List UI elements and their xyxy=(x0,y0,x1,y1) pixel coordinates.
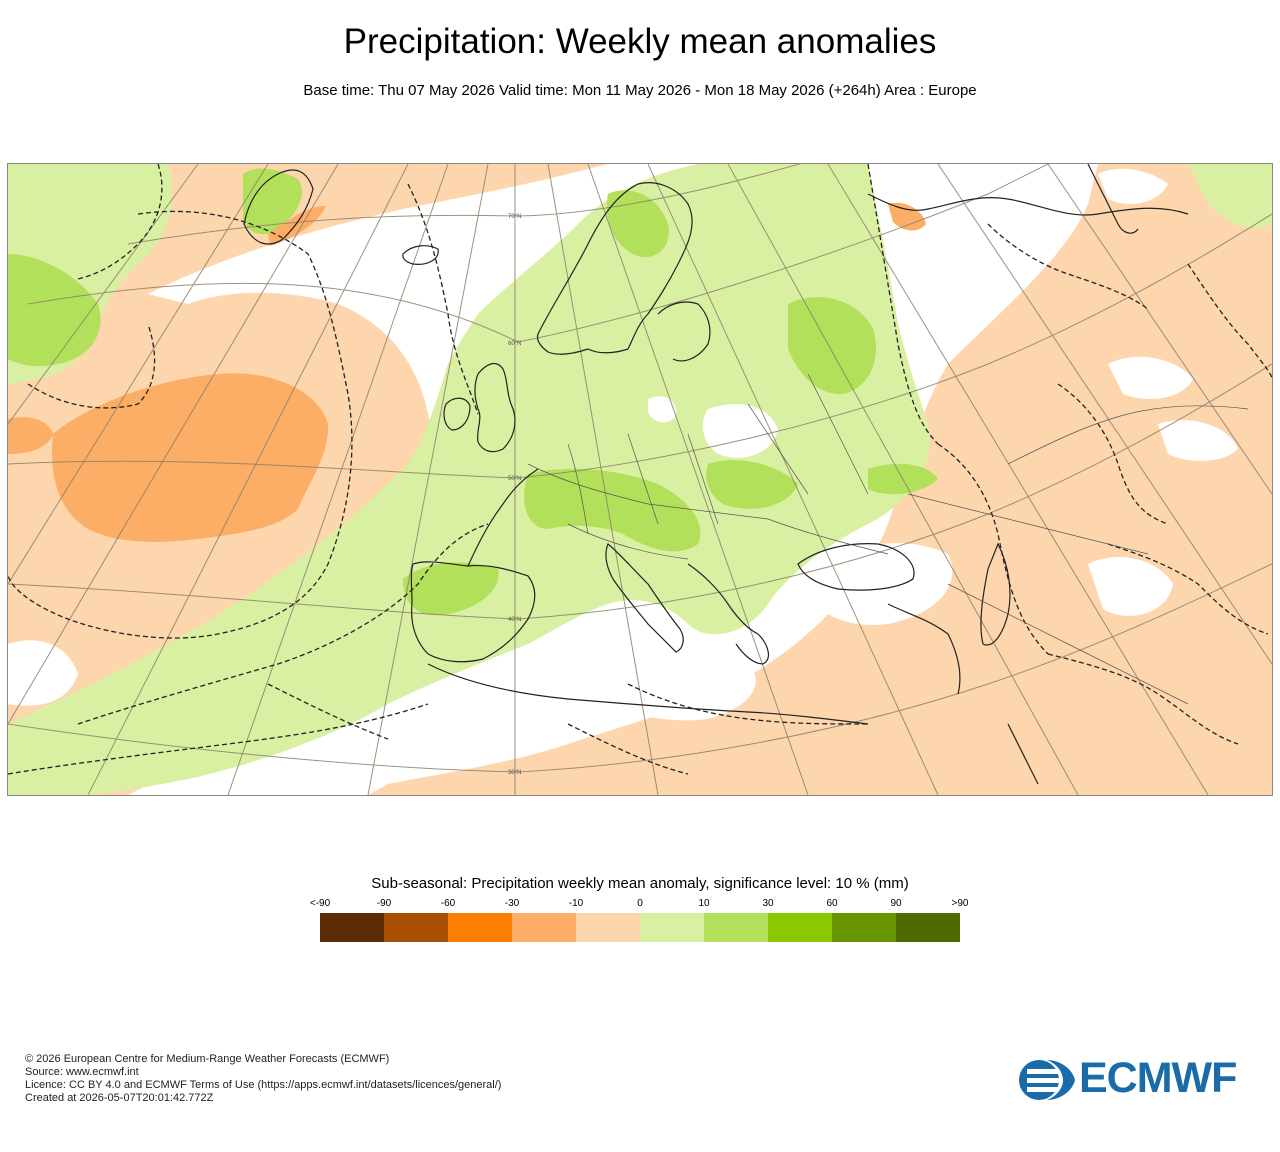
legend-swatch xyxy=(704,913,768,942)
footer-licence: Licence: CC BY 4.0 and ECMWF Terms of Us… xyxy=(25,1079,502,1091)
positive-anomaly-greenland xyxy=(243,168,302,235)
positive-anomaly-iberia xyxy=(403,562,499,616)
significance-contours xyxy=(8,164,1272,775)
legend-swatch xyxy=(576,913,640,942)
positive-anomaly-europe xyxy=(8,164,930,795)
legend-swatch xyxy=(448,913,512,942)
neutral-patch-anatolia xyxy=(808,543,953,625)
legend-label: 0 xyxy=(637,898,643,909)
neutral-patch-east-4 xyxy=(1098,168,1168,204)
legend-label: -60 xyxy=(440,898,456,909)
latitude-labels: 70°N 60°N 50°N 40°N 30°N xyxy=(508,214,521,776)
chart-title: Precipitation: Weekly mean anomalies xyxy=(343,22,937,61)
positive-anomaly-ukraine xyxy=(706,460,798,509)
graticule xyxy=(8,164,1272,795)
lat-label-50n: 50°N xyxy=(508,476,521,482)
positive-anomaly-alps xyxy=(524,468,701,552)
negative-anomaly-greenland-coast xyxy=(268,205,326,246)
lat-label-60n: 60°N xyxy=(508,341,521,347)
lat-label-30n: 30°N xyxy=(508,770,521,776)
footer-credits: © 2026 European Centre for Medium-Range … xyxy=(25,1053,501,1105)
chart-subtitle: Base time: Thu 07 May 2026 Valid time: M… xyxy=(303,82,977,99)
neutral-patch-atlantic-sw xyxy=(8,640,78,706)
legend-label: -90 xyxy=(376,898,392,909)
europe-anomaly-map: 70°N 60°N 50°N 40°N 30°N xyxy=(7,163,1273,796)
legend-swatch xyxy=(768,913,832,942)
legend-swatch xyxy=(896,913,960,942)
ecmwf-logo-mark-icon xyxy=(1019,1060,1075,1100)
legend-label: -10 xyxy=(568,898,584,909)
legend-title: Sub-seasonal: Precipitation weekly mean … xyxy=(371,875,909,892)
ecmwf-logo: ECMWF xyxy=(1017,1054,1257,1104)
positive-anomaly-scandinavia xyxy=(606,190,669,258)
ecmwf-logo-text: ECMWF xyxy=(1079,1054,1237,1102)
legend-label: 10 xyxy=(698,898,710,909)
legend-label: <-90 xyxy=(309,898,331,909)
coastlines xyxy=(243,164,1189,785)
legend-colorbar xyxy=(320,913,960,942)
legend-label: 60 xyxy=(826,898,838,909)
legend-label: 30 xyxy=(762,898,774,909)
legend-swatch xyxy=(384,913,448,942)
lat-label-40n: 40°N xyxy=(508,617,521,623)
positive-anomaly-northwest-strong xyxy=(8,254,101,367)
legend-labels: <-90 -90 -60 -30 -10 0 10 30 60 90 >90 xyxy=(310,898,969,912)
legend-label: 90 xyxy=(890,898,902,909)
neutral-patch-east-2 xyxy=(1158,420,1238,461)
legend-swatch xyxy=(640,913,704,942)
neutral-patch-east-3 xyxy=(1088,556,1173,616)
neutral-patch-finland xyxy=(648,396,677,423)
negative-anomaly-norwegian xyxy=(888,202,926,231)
lat-label-70n: 70°N xyxy=(508,214,521,220)
negative-anomaly-atlantic-west xyxy=(8,417,53,454)
legend-swatch xyxy=(832,913,896,942)
positive-anomaly-russia xyxy=(788,297,877,395)
footer-created: Created at 2026-05-07T20:01:42.772Z xyxy=(25,1092,214,1104)
footer-copyright: © 2026 European Centre for Medium-Range … xyxy=(25,1053,390,1065)
neutral-patch-east-1 xyxy=(1108,356,1193,399)
footer-source: Source: www.ecmwf.int xyxy=(25,1066,139,1078)
negative-anomaly-atlantic xyxy=(52,373,329,542)
legend-label: >90 xyxy=(951,898,969,909)
positive-anomaly-northeast xyxy=(1188,164,1272,228)
legend-label: -30 xyxy=(504,898,520,909)
legend-swatch xyxy=(320,913,384,942)
country-borders xyxy=(527,373,1249,705)
legend-swatch xyxy=(512,913,576,942)
